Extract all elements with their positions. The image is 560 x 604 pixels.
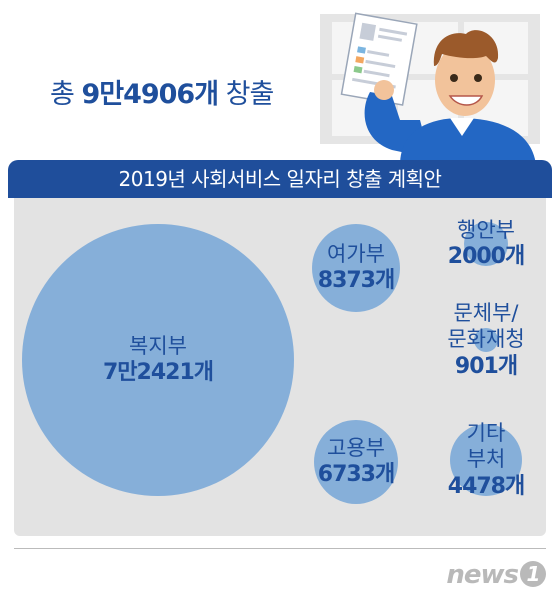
bubble-label-3: 행안부 2000개: [447, 217, 525, 271]
bubble-1: [22, 224, 294, 496]
torso: [400, 118, 536, 165]
headline-value: 9만4906개: [81, 79, 219, 110]
bubble-label-2: 여가부 8373개: [317, 241, 395, 295]
bubble-value: 8373개: [317, 268, 395, 294]
smile: [448, 95, 484, 106]
eye: [450, 74, 458, 82]
bubble-5: [314, 420, 398, 504]
bubble-name: 부처: [466, 447, 506, 472]
bubble-name: 문화재청: [447, 327, 525, 352]
bubble-label-6: 기타 부처 4478개: [447, 420, 525, 500]
bubble-2: [312, 224, 400, 312]
divider: [14, 548, 546, 549]
headline: 총 9만4906개 창출: [50, 72, 275, 111]
bubble-value: 6733개: [317, 462, 395, 488]
bubble-value: 4478개: [447, 473, 525, 499]
chart-title: 2019년 사회서비스 일자리 창출 계획안: [8, 160, 552, 198]
bubble-name: 문체부/: [453, 301, 519, 325]
bubble-label-4: 문체부/문화재청 901개: [447, 300, 524, 380]
hand: [374, 80, 394, 100]
headline-suffix: 창출: [218, 79, 275, 110]
bubble-name: 여가부: [327, 242, 385, 267]
bubble-name: 고용부: [327, 436, 385, 461]
bubble-name: 복지부: [129, 334, 187, 359]
logo-text: news: [446, 560, 519, 590]
headline-prefix: 총: [50, 79, 82, 110]
bubble-value: 7만2421개: [102, 360, 214, 386]
bubble-value: 901개: [454, 353, 518, 379]
bubble-label-5: 고용부 6733개: [317, 435, 395, 489]
eye: [474, 74, 482, 82]
office-worker-illustration: [320, 12, 540, 165]
bubble-6: [450, 424, 522, 496]
bubble-4: [474, 328, 498, 352]
bubble-chart: [22, 222, 522, 504]
bubble-name: 행안부: [457, 218, 515, 243]
news1-logo: news 1: [446, 560, 546, 590]
bubble-label-1: 복지부 7만2421개: [102, 333, 214, 387]
bubble-value: 2000개: [447, 244, 525, 270]
bubble-3: [464, 222, 508, 266]
bubble-name: 기타: [466, 421, 506, 445]
logo-mark: 1: [520, 561, 546, 587]
hair: [433, 30, 499, 66]
